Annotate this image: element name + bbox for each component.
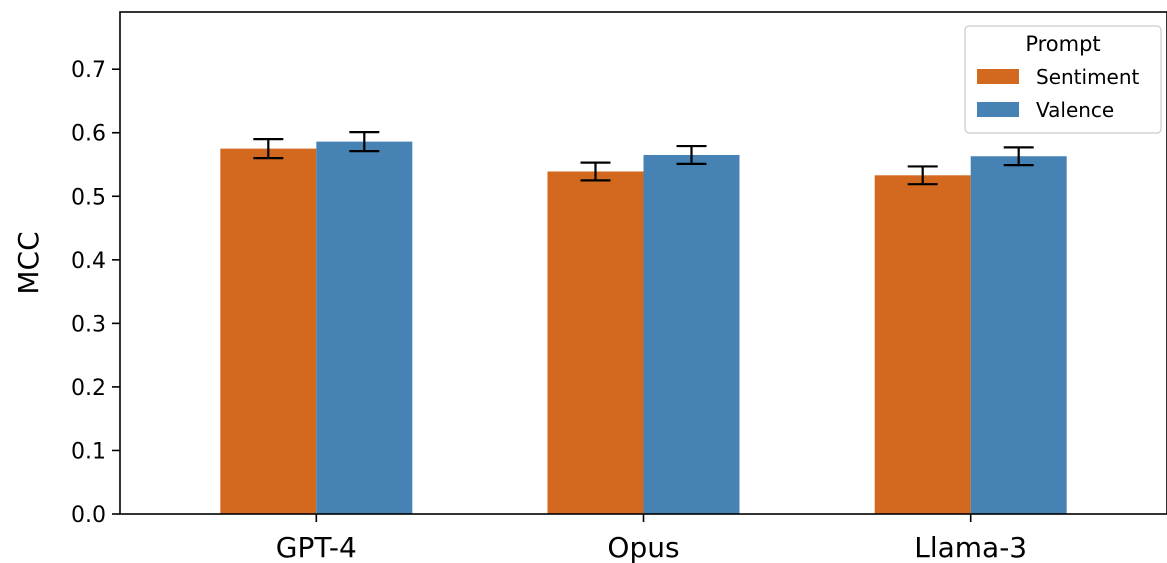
bars-layer bbox=[220, 141, 1067, 515]
y-tick-label: 0.7 bbox=[71, 58, 106, 83]
y-tick-label: 0.1 bbox=[71, 439, 106, 464]
y-tick-label: 0.5 bbox=[71, 185, 106, 210]
error-bars-layer bbox=[253, 130, 1034, 186]
bar-valence-llama-3 bbox=[970, 156, 1067, 514]
legend-swatch-valence bbox=[977, 102, 1019, 117]
y-tick-label: 0.0 bbox=[71, 503, 106, 528]
y-axis-title: MCC bbox=[12, 231, 45, 294]
y-tick-label: 0.2 bbox=[71, 376, 106, 401]
x-tick-label: GPT-4 bbox=[276, 531, 357, 563]
bar-valence-opus bbox=[643, 154, 740, 515]
x-axis-ticks: GPT-4 Opus Llama-3 bbox=[276, 514, 1027, 563]
error-bar bbox=[253, 137, 284, 160]
bar-sentiment-llama-3 bbox=[874, 175, 971, 515]
error-bar bbox=[907, 165, 938, 186]
x-tick-label: Opus bbox=[607, 531, 679, 563]
legend-label-sentiment: Sentiment bbox=[1036, 65, 1140, 89]
error-bar bbox=[1003, 146, 1034, 167]
error-bar bbox=[349, 130, 380, 153]
x-tick-label: Llama-3 bbox=[914, 531, 1027, 563]
error-bar bbox=[676, 144, 707, 165]
y-tick-label: 0.6 bbox=[71, 122, 106, 147]
legend-label-valence: Valence bbox=[1036, 98, 1114, 122]
y-tick-label: 0.3 bbox=[71, 312, 106, 337]
bar-sentiment-gpt-4 bbox=[220, 148, 317, 515]
y-axis-ticks: 0.0 0.1 0.2 0.3 0.4 0.5 0.6 0.7 bbox=[71, 58, 120, 528]
error-bar bbox=[580, 161, 611, 182]
bar-sentiment-opus bbox=[547, 171, 644, 514]
bar-valence-gpt-4 bbox=[316, 141, 413, 515]
y-tick-label: 0.4 bbox=[71, 249, 106, 274]
legend-swatch-sentiment bbox=[977, 69, 1019, 84]
legend: Prompt Sentiment Valence bbox=[964, 25, 1162, 134]
legend-title: Prompt bbox=[1025, 32, 1100, 56]
